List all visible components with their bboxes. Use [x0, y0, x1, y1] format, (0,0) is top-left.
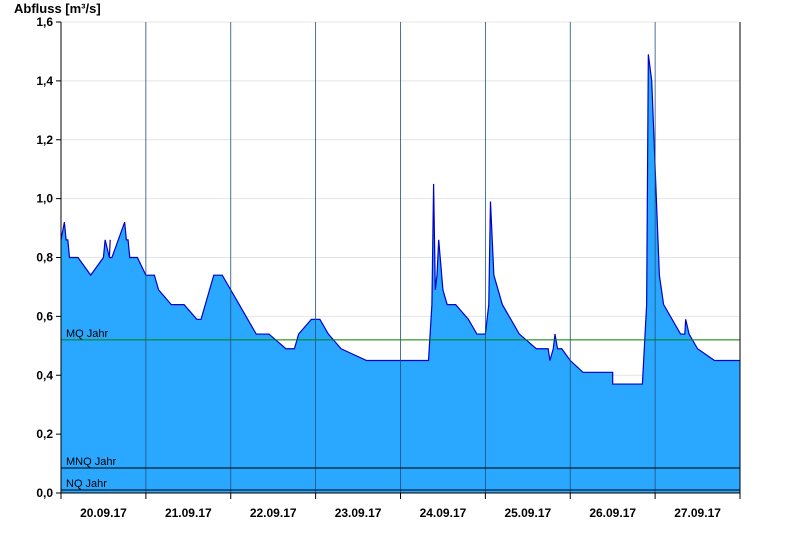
x-tick-label: 24.09.17 — [420, 506, 467, 520]
x-tick-label: 23.09.17 — [335, 506, 382, 520]
reference-lines-layer: MQ Jahr MNQ Jahr NQ Jahr — [61, 328, 740, 491]
y-tick-label: 1,4 — [36, 74, 53, 88]
y-tick-label: 0,0 — [36, 486, 53, 500]
reference-line-label: NQ Jahr — [66, 478, 107, 490]
reference-line-label: MQ Jahr — [66, 328, 109, 340]
day-lines-layer — [145, 22, 656, 493]
y-tick-label: 0,2 — [36, 427, 53, 441]
y-tick-label: 0,8 — [36, 251, 53, 265]
y-tick-label: 1,6 — [36, 15, 53, 29]
x-tick-label: 20.09.17 — [80, 506, 127, 520]
y-tick-label: 1,0 — [36, 192, 53, 206]
x-tick-label: 27.09.17 — [674, 506, 721, 520]
reference-line-label: MNQ Jahr — [66, 456, 116, 468]
y-axis-label: Abfluss [m³/s] — [14, 1, 101, 16]
y-tick-label: 1,2 — [36, 133, 53, 147]
x-tick-label: 21.09.17 — [165, 506, 212, 520]
y-tick-label: 0,6 — [36, 309, 53, 323]
x-tick-label: 25.09.17 — [504, 506, 551, 520]
y-tick-label: 0,4 — [36, 368, 53, 382]
x-tick-label: 22.09.17 — [250, 506, 297, 520]
x-tick-label: 26.09.17 — [589, 506, 636, 520]
axis-layer: 0,0 0,2 0,4 0,6 0,8 1,0 1,2 1,4 1,6 20.09.17 21.09… — [36, 15, 741, 520]
discharge-line — [60, 54, 740, 385]
